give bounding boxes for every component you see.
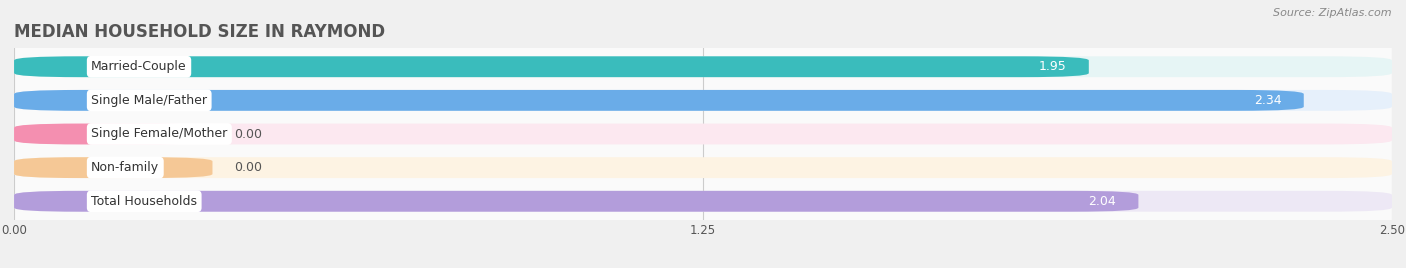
FancyBboxPatch shape: [14, 124, 1392, 144]
Text: 0.00: 0.00: [235, 161, 263, 174]
FancyBboxPatch shape: [14, 56, 1392, 77]
FancyBboxPatch shape: [14, 157, 212, 178]
Text: MEDIAN HOUSEHOLD SIZE IN RAYMOND: MEDIAN HOUSEHOLD SIZE IN RAYMOND: [14, 23, 385, 41]
Text: 2.34: 2.34: [1254, 94, 1282, 107]
FancyBboxPatch shape: [14, 191, 1392, 212]
FancyBboxPatch shape: [14, 90, 1303, 111]
FancyBboxPatch shape: [14, 157, 1392, 178]
Text: 0.00: 0.00: [235, 128, 263, 140]
Text: Single Male/Father: Single Male/Father: [91, 94, 207, 107]
Text: 2.04: 2.04: [1088, 195, 1116, 208]
FancyBboxPatch shape: [14, 56, 1088, 77]
FancyBboxPatch shape: [14, 124, 212, 144]
FancyBboxPatch shape: [14, 90, 1392, 111]
Text: Source: ZipAtlas.com: Source: ZipAtlas.com: [1274, 8, 1392, 18]
Text: Non-family: Non-family: [91, 161, 159, 174]
FancyBboxPatch shape: [14, 191, 1139, 212]
Text: Single Female/Mother: Single Female/Mother: [91, 128, 228, 140]
Text: 1.95: 1.95: [1039, 60, 1067, 73]
Text: Total Households: Total Households: [91, 195, 197, 208]
Text: Married-Couple: Married-Couple: [91, 60, 187, 73]
